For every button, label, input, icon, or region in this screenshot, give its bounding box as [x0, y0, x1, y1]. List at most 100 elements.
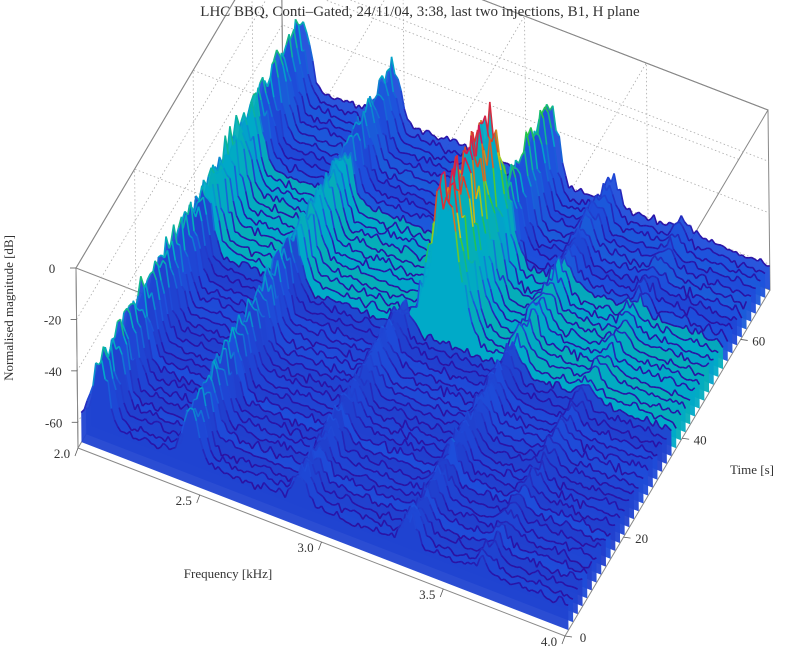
surface-segment	[333, 363, 338, 371]
surface-segment	[699, 300, 705, 307]
surface-segment	[500, 242, 506, 260]
surface-segment	[545, 103, 551, 111]
surface-segment	[397, 78, 402, 91]
surface-segment	[339, 300, 344, 305]
surface-segment	[302, 142, 307, 145]
surface-segment	[453, 384, 459, 391]
surface-segment	[678, 336, 683, 340]
surface-segment	[707, 247, 711, 250]
surface-segment	[514, 230, 520, 243]
surface-segment	[522, 402, 527, 406]
surface-segment	[494, 343, 499, 347]
surface-segment	[369, 342, 375, 350]
surface-segment	[564, 408, 568, 411]
surface-segment	[429, 139, 434, 146]
surface-segment	[610, 310, 616, 316]
surface-segment	[539, 438, 544, 443]
surface-segment	[680, 395, 685, 399]
surface-segment	[630, 340, 635, 349]
surface-segment	[240, 112, 245, 122]
surface-segment	[441, 420, 446, 425]
surface-segment	[352, 249, 356, 253]
surface-segment	[509, 181, 515, 200]
surface-segment	[660, 435, 665, 440]
surface-segment	[212, 281, 217, 285]
surface-segment	[325, 373, 330, 378]
surface-segment	[600, 460, 604, 464]
surface-segment	[589, 283, 595, 289]
surface-segment	[461, 281, 466, 286]
surface-segment	[430, 427, 435, 431]
surface-segment	[355, 358, 360, 362]
surface-segment	[613, 334, 618, 343]
surface-segment	[581, 348, 586, 351]
surface-segment	[589, 341, 594, 345]
surface-segment	[221, 286, 226, 291]
surface-segment	[631, 328, 637, 337]
surface-segment	[226, 327, 232, 334]
surface-segment	[743, 261, 748, 268]
surface-segment	[317, 329, 322, 337]
surface-segment	[642, 371, 647, 375]
surface-segment	[395, 168, 400, 175]
surface-segment	[456, 406, 462, 412]
surface-segment	[367, 348, 372, 353]
surface-segment	[413, 193, 418, 198]
surface-segment	[280, 211, 285, 215]
surface-segment	[563, 234, 568, 239]
surface-segment	[580, 213, 586, 222]
surface-segment	[242, 274, 248, 281]
surface-segment	[625, 299, 631, 309]
surface-segment	[323, 330, 328, 338]
surface-segment	[665, 301, 669, 304]
surface-segment	[269, 273, 274, 280]
surface-segment	[280, 232, 285, 236]
surface-segment	[662, 326, 668, 334]
surface-segment	[561, 448, 567, 453]
surface-segment	[307, 318, 311, 322]
surface-segment	[296, 105, 302, 123]
surface-segment	[441, 148, 447, 155]
surface-segment	[306, 338, 311, 343]
surface-segment	[543, 336, 548, 345]
surface-segment	[577, 460, 582, 467]
surface-segment	[331, 375, 337, 381]
surface-segment	[629, 227, 633, 231]
surface-segment	[344, 342, 349, 346]
surface-segment	[747, 294, 752, 297]
surface-segment	[681, 338, 685, 342]
surface-segment	[691, 282, 696, 287]
surface-segment	[555, 404, 559, 407]
surface-segment	[403, 411, 408, 418]
surface-segment	[631, 227, 637, 233]
surface-segment	[305, 327, 310, 332]
surface-segment	[297, 372, 301, 376]
surface-segment	[338, 126, 342, 130]
surface-segment	[311, 330, 316, 334]
surface-segment	[526, 294, 530, 297]
surface-segment	[386, 159, 391, 169]
surface-segment	[476, 399, 481, 405]
surface-segment	[204, 328, 209, 332]
surface-segment	[589, 256, 595, 267]
surface-segment	[282, 136, 288, 145]
surface-segment	[587, 346, 593, 354]
surface-segment	[287, 367, 293, 377]
surface-segment	[490, 400, 495, 413]
surface-segment	[337, 215, 343, 227]
surface-segment	[239, 310, 244, 314]
surface-segment	[619, 285, 623, 288]
surface-segment	[358, 168, 363, 185]
surface-segment	[630, 453, 635, 457]
surface-segment	[549, 364, 554, 369]
surface-segment	[470, 135, 476, 157]
surface-segment	[675, 253, 681, 258]
surface-segment	[656, 278, 662, 289]
surface-segment	[602, 207, 608, 217]
surface-segment	[622, 285, 627, 289]
surface-segment	[715, 333, 719, 336]
surface-segment	[646, 224, 650, 228]
surface-segment	[243, 148, 249, 176]
surface-segment	[643, 457, 647, 460]
surface-segment	[219, 310, 224, 317]
